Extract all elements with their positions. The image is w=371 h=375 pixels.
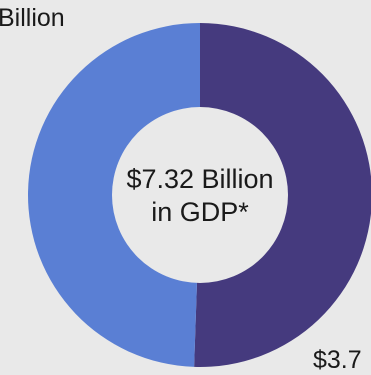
center-label-line-1: $7.32 Billion xyxy=(126,164,274,194)
slice-label-right: $3.7 xyxy=(313,346,362,374)
donut-hole xyxy=(112,107,288,283)
center-label: $7.32 Billion in GDP* xyxy=(100,163,300,229)
slice-label-left: Billion xyxy=(0,4,65,32)
center-label-line-2: in GDP* xyxy=(151,197,249,227)
